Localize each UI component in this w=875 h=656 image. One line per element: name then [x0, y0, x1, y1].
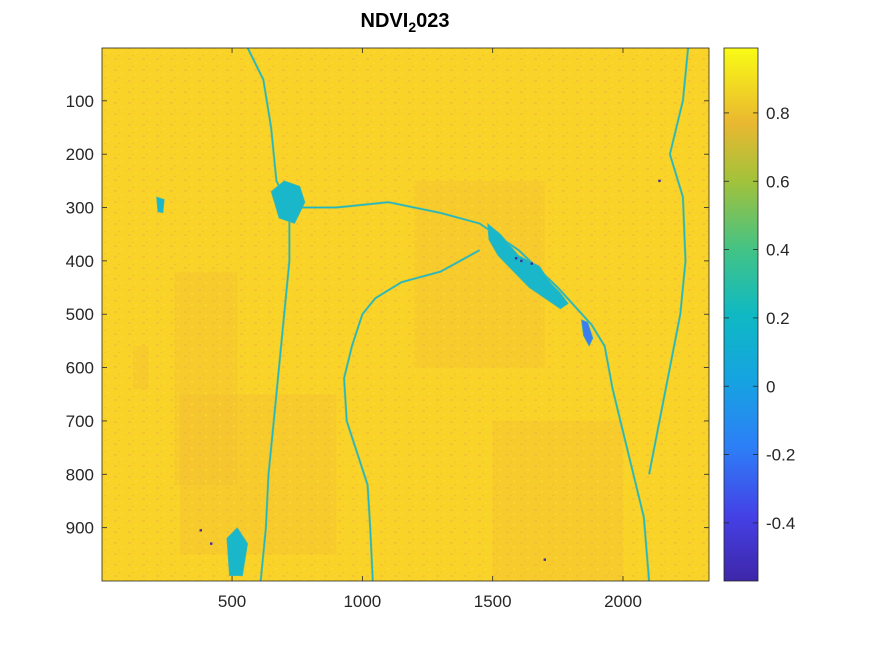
town-region — [226, 527, 249, 577]
heatmap-image — [102, 48, 709, 581]
y-tick-label: 800 — [66, 465, 94, 484]
colorbar-tick-label: 0.6 — [766, 172, 790, 191]
x-tick-label: 1500 — [474, 592, 512, 611]
colorbar: -0.4 -0.2 0 0.2 0.4 0.6 0.8 — [723, 47, 795, 582]
river-line — [343, 249, 480, 581]
y-tick-label: 200 — [66, 145, 94, 164]
outlier-pixel — [210, 542, 213, 545]
outlier-pixel — [658, 179, 661, 183]
colorbar-tick-label: 0.8 — [766, 104, 790, 123]
colorbar-tick-label: -0.2 — [766, 446, 795, 465]
y-tick-label: 600 — [66, 359, 94, 378]
x-tick-label: 500 — [218, 592, 246, 611]
plot-area — [102, 48, 709, 581]
outlier-pixel — [199, 529, 202, 532]
colorbar-tick-label: 0.2 — [766, 309, 790, 328]
axes: 500 1000 1500 2000 100 200 300 400 500 600 700 800 9… — [66, 47, 710, 611]
colorbar-gradient — [723, 47, 759, 582]
y-tick-label: 700 — [66, 412, 94, 431]
y-tick-label: 900 — [66, 519, 94, 538]
river-line — [591, 324, 650, 581]
reservoir_deep-region — [580, 319, 594, 347]
outlier-pixel — [530, 262, 533, 265]
river-line — [247, 48, 593, 326]
town-region — [270, 180, 306, 224]
y-tick-label: 100 — [66, 92, 94, 111]
y-tick-label: 400 — [66, 252, 94, 271]
river-line — [648, 48, 689, 475]
river-line — [260, 207, 290, 581]
y-tick-label: 500 — [66, 305, 94, 324]
x-tick-label: 2000 — [604, 592, 642, 611]
chart-title: NDVI2023 — [360, 10, 450, 35]
x-tick-label: 1000 — [343, 592, 381, 611]
outlier-pixel — [520, 259, 523, 263]
heatmap-texture — [102, 48, 709, 581]
outlier-pixel — [543, 558, 547, 561]
reservoir-region — [487, 222, 569, 310]
colorbar-tick-label: 0.4 — [766, 241, 790, 260]
colorbar-tick-label: 0 — [766, 377, 775, 396]
colorbar-tick-label: -0.4 — [766, 514, 795, 533]
pond-region — [156, 196, 165, 214]
outlier-pixel — [514, 257, 518, 260]
y-tick-label: 300 — [66, 199, 94, 218]
